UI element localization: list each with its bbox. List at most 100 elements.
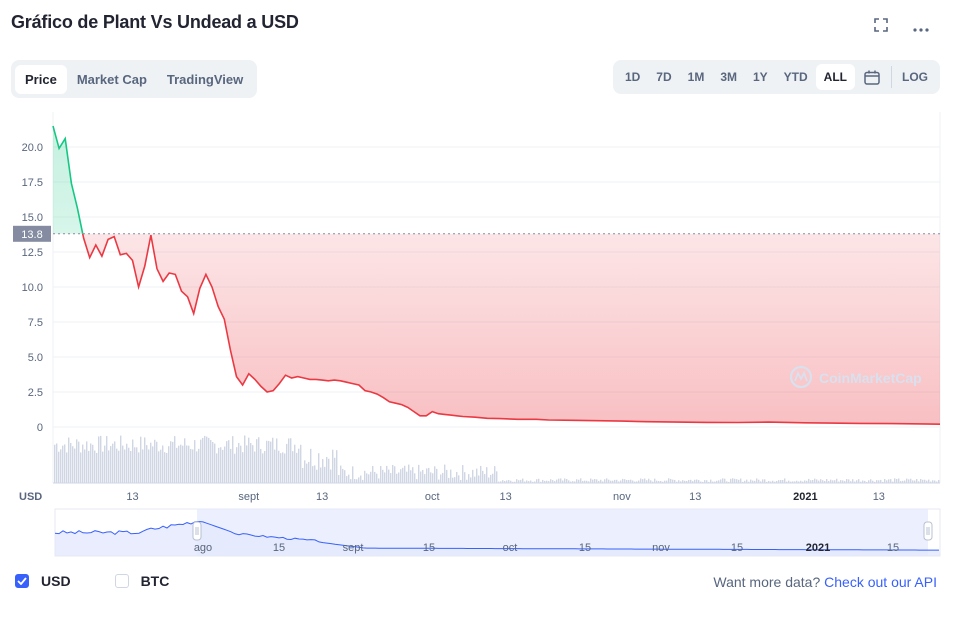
volume-bar [258, 437, 260, 483]
volume-bar [350, 479, 352, 483]
volume-bar [396, 473, 398, 483]
volume-bar [406, 471, 408, 483]
volume-bar [512, 481, 514, 483]
volume-bar [278, 450, 280, 483]
volume-bar [206, 436, 208, 483]
volume-bar [102, 451, 104, 483]
btc-checkbox[interactable] [114, 574, 129, 588]
volume-bar [116, 448, 118, 483]
x-tick-label: 13 [873, 491, 885, 503]
range-7d[interactable]: 7D [656, 70, 672, 84]
volume-bar [756, 478, 758, 483]
volume-bar [270, 441, 272, 483]
volume-bar [160, 449, 162, 483]
volume-bar [296, 452, 298, 483]
range-1y[interactable]: 1Y [752, 70, 768, 84]
volume-bar [918, 481, 920, 483]
volume-bar [602, 481, 604, 483]
volume-bar [72, 446, 74, 483]
volume-bar [358, 477, 360, 483]
volume-bar [464, 472, 466, 483]
volume-bar [532, 481, 534, 483]
volume-bar [346, 476, 348, 483]
range-1d[interactable]: 1D [624, 70, 641, 84]
volume-bar [380, 466, 382, 483]
range-ytd[interactable]: YTD [783, 70, 808, 84]
volume-bar [566, 478, 568, 483]
volume-bar [674, 479, 676, 483]
volume-bar [612, 480, 614, 483]
tab-market-cap[interactable]: Market Cap [76, 71, 147, 87]
volume-bar [282, 452, 284, 483]
volume-bar [618, 481, 620, 483]
volume-bar [786, 481, 788, 483]
volume-bar [322, 459, 324, 483]
navigator-handle-left[interactable] [192, 521, 202, 541]
volume-bar [184, 438, 186, 483]
volume-bar [390, 473, 392, 483]
api-link[interactable]: Check out our API [824, 574, 937, 590]
volume-bar [202, 437, 204, 483]
usd-checkbox[interactable] [15, 574, 29, 588]
y-tick-label: 10.0 [22, 282, 43, 294]
tab-price[interactable]: Price [15, 64, 67, 94]
tab-tradingview[interactable]: TradingView [166, 71, 244, 87]
volume-bar [304, 460, 306, 483]
volume-bar [230, 448, 232, 483]
volume-bar [142, 449, 144, 483]
volume-bar [356, 479, 358, 483]
volume-bar [494, 466, 496, 483]
volume-bar [520, 479, 522, 483]
log-scale-toggle[interactable]: LOG [902, 70, 928, 84]
volume-bar [366, 473, 368, 483]
volume-bar [626, 479, 628, 483]
volume-bar [534, 481, 536, 483]
volume-bar [844, 481, 846, 483]
api-promo: Want more data? Check out our API [713, 574, 937, 590]
range-3m[interactable]: 3M [720, 70, 737, 84]
volume-bar [826, 479, 828, 483]
volume-bar [632, 480, 634, 483]
volume-bar [408, 464, 410, 483]
volume-bar [824, 481, 826, 483]
volume-bar [556, 479, 558, 483]
volume-bar [734, 478, 736, 483]
volume-bar [798, 481, 800, 483]
x-tick-label: nov [613, 491, 631, 503]
volume-bar [486, 467, 488, 483]
volume-bar [684, 480, 686, 483]
more-options-icon[interactable] [912, 18, 930, 36]
volume-bar [528, 481, 530, 483]
volume-bar [774, 481, 776, 483]
volume-bar [708, 481, 710, 483]
calendar-icon[interactable] [864, 70, 880, 85]
volume-bar [244, 435, 246, 483]
price-line-down [81, 233, 941, 425]
range-1m[interactable]: 1M [687, 70, 705, 84]
fullscreen-icon[interactable] [872, 18, 890, 36]
volume-bar [334, 457, 336, 483]
volume-bar [828, 480, 830, 483]
volume-bar [272, 437, 274, 483]
volume-bar [342, 468, 344, 483]
navigator-handle-right[interactable] [923, 521, 933, 541]
volume-bar [482, 470, 484, 483]
volume-bar [762, 479, 764, 483]
volume-bar [672, 479, 674, 483]
volume-bar [636, 481, 638, 483]
volume-bar [732, 478, 734, 483]
volume-bar [934, 480, 936, 483]
volume-bar [180, 444, 182, 483]
volume-bar [466, 479, 468, 483]
volume-bar [728, 481, 730, 483]
volume-bar [224, 446, 226, 483]
volume-bar [794, 481, 796, 483]
volume-bar [434, 466, 436, 483]
volume-bar [172, 441, 174, 483]
volume-bar [166, 452, 168, 483]
volume-bar [162, 445, 164, 483]
navigator-tick-label: 15 [273, 542, 285, 554]
volume-bar [760, 481, 762, 483]
range-all[interactable]: ALL [815, 64, 855, 90]
